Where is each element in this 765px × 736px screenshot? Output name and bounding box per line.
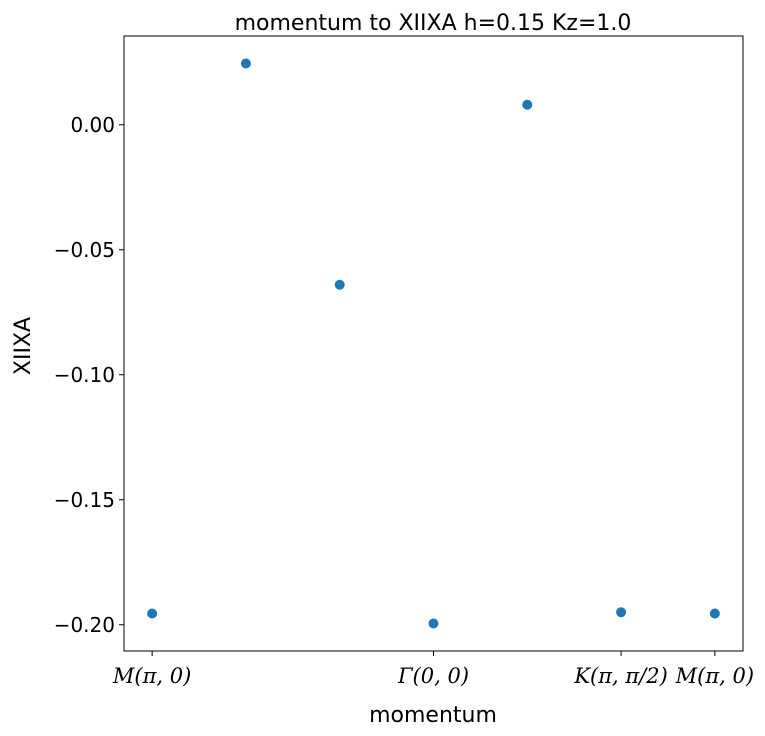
x-axis: M(π, 0) Γ(0, 0) K(π, π/2) M(π, 0) (112, 651, 754, 688)
x-tick-label: M(π, 0) (675, 664, 754, 688)
x-tick-label: Γ(0, 0) (397, 664, 469, 688)
scatter-point (428, 618, 439, 629)
x-tick-label: K(π, π/2) (573, 664, 667, 688)
y-tick-label: −0.15 (54, 488, 115, 512)
y-tick-label: −0.05 (54, 238, 115, 262)
scatter-points (147, 58, 720, 629)
x-tick-label: M(π, 0) (112, 664, 191, 688)
plot-frame (123, 35, 744, 652)
y-tick-label: −0.10 (54, 363, 115, 387)
scatter-point (147, 608, 158, 619)
scatter-point (522, 99, 533, 110)
y-tick-label: −0.20 (54, 613, 115, 637)
scatter-point (334, 279, 345, 290)
x-axis-label: momentum (369, 703, 497, 728)
scatter-point (616, 607, 627, 618)
scatter-point (240, 58, 251, 69)
y-tick-label: 0.00 (70, 113, 115, 137)
chart-title: momentum to XIIXA h=0.15 Kz=1.0 (235, 11, 632, 36)
scatter-point (709, 608, 720, 619)
y-axis-label: XIIXA (11, 317, 36, 375)
y-axis: 0.00 −0.05 −0.10 −0.15 −0.20 (54, 113, 124, 637)
